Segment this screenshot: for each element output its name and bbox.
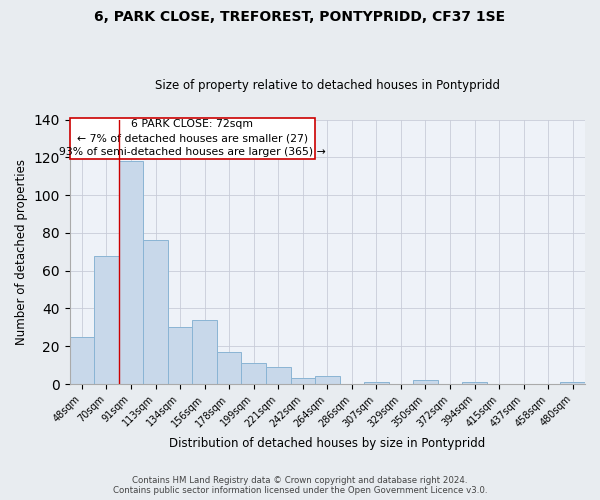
X-axis label: Distribution of detached houses by size in Pontypridd: Distribution of detached houses by size … (169, 437, 485, 450)
Bar (290, 378, 315, 384)
Bar (94, 256, 119, 384)
Bar (315, 376, 340, 384)
Text: Contains HM Land Registry data © Crown copyright and database right 2024.
Contai: Contains HM Land Registry data © Crown c… (113, 476, 487, 495)
Bar (413, 380, 438, 384)
Title: Size of property relative to detached houses in Pontypridd: Size of property relative to detached ho… (155, 79, 500, 92)
Bar (462, 382, 487, 384)
Bar (266, 367, 290, 384)
Bar (560, 382, 585, 384)
Bar (364, 382, 389, 384)
FancyBboxPatch shape (70, 118, 315, 159)
Bar (241, 364, 266, 384)
Bar (70, 337, 94, 384)
Y-axis label: Number of detached properties: Number of detached properties (15, 159, 28, 345)
Bar (193, 320, 217, 384)
Bar (119, 161, 143, 384)
Text: 6, PARK CLOSE, TREFOREST, PONTYPRIDD, CF37 1SE: 6, PARK CLOSE, TREFOREST, PONTYPRIDD, CF… (94, 10, 506, 24)
Text: 6 PARK CLOSE: 72sqm
← 7% of detached houses are smaller (27)
93% of semi-detache: 6 PARK CLOSE: 72sqm ← 7% of detached hou… (59, 120, 326, 158)
Bar (217, 352, 241, 384)
Bar (168, 328, 193, 384)
Bar (143, 240, 168, 384)
